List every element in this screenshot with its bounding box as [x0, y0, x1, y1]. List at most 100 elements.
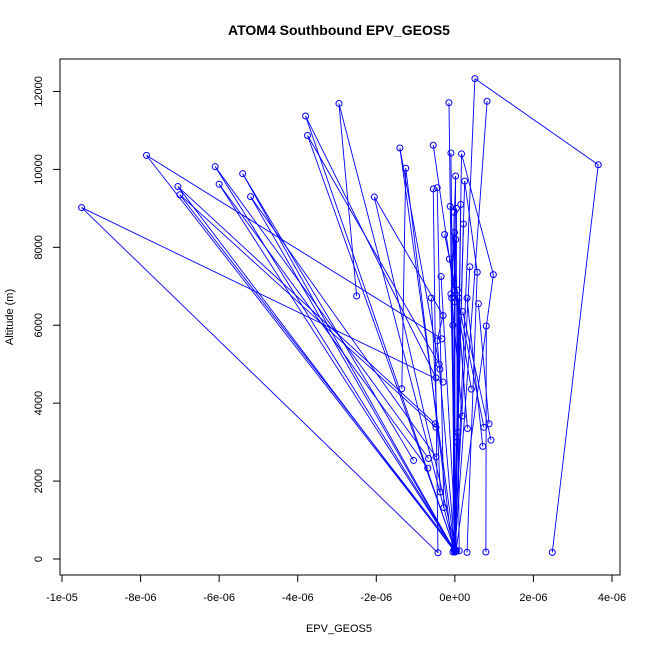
data-line-segment — [214, 166, 456, 551]
data-point — [429, 185, 437, 193]
x-tick-label: -1e-05 — [46, 592, 78, 604]
data-line-segment — [436, 315, 444, 341]
data-line-segment — [477, 303, 490, 424]
data-point — [439, 378, 447, 386]
data-line-segment — [307, 135, 456, 550]
data-point — [211, 163, 219, 171]
x-tick-label: 2e-06 — [519, 592, 547, 604]
data-point — [433, 337, 441, 345]
data-point — [302, 112, 310, 120]
data-line-segment — [305, 115, 456, 552]
data-point — [436, 488, 444, 496]
data-point — [353, 292, 361, 300]
data-point — [457, 200, 465, 208]
data-point — [458, 412, 466, 420]
data-point — [479, 442, 487, 450]
data-point — [454, 428, 462, 436]
y-tick-label: 8000 — [33, 235, 45, 259]
data-point — [450, 208, 458, 216]
data-point — [176, 191, 184, 199]
y-tick-label: 2000 — [33, 469, 45, 493]
data-line-segment — [454, 101, 488, 553]
data-line-segment — [461, 153, 494, 275]
chart-title: ATOM4 Southbound EPV_GEOS5 — [228, 22, 450, 38]
data-line-segment — [474, 78, 599, 166]
y-axis: 0 2000 4000 6000 8000 10000 12000 — [33, 76, 61, 562]
data-line-segment — [373, 196, 444, 316]
data-point — [432, 423, 440, 431]
data-line-segment — [551, 164, 599, 553]
data-line-segment — [146, 154, 443, 340]
data-point — [483, 97, 491, 105]
data-point — [452, 547, 460, 555]
data-line-segment — [250, 196, 437, 458]
data-point — [455, 294, 463, 302]
x-tick-label: -8e-06 — [125, 592, 157, 604]
data-point — [487, 436, 495, 444]
data-point — [410, 456, 418, 464]
x-tick-label: 4e-06 — [598, 592, 626, 604]
data-line-segment — [218, 183, 455, 550]
y-tick-label: 10000 — [33, 154, 45, 185]
data-point — [424, 464, 432, 472]
data-line-segment — [430, 297, 441, 493]
data-point — [463, 548, 471, 556]
data-line-segment — [307, 135, 440, 365]
data-point — [402, 164, 410, 172]
data-point — [463, 424, 471, 432]
x-tick-label: 0e+00 — [439, 592, 470, 604]
data-point — [473, 268, 481, 276]
data-point — [433, 184, 441, 192]
data-point — [432, 453, 440, 461]
y-tick-label: 6000 — [33, 313, 45, 337]
data-line-segment — [242, 173, 414, 461]
data-point — [429, 141, 437, 149]
data-line-segment — [401, 168, 407, 389]
y-tick-label: 12000 — [33, 76, 45, 107]
data-point — [474, 300, 482, 308]
data-point — [460, 220, 467, 228]
data-point — [482, 322, 490, 330]
data-point — [247, 193, 255, 201]
data-point — [396, 144, 404, 152]
data-line-segment — [81, 207, 439, 554]
data-line-segment — [436, 187, 445, 508]
data-point — [437, 273, 445, 281]
data-point — [431, 420, 439, 428]
data-point — [461, 177, 469, 185]
data-point — [335, 100, 343, 108]
data-line-segment — [451, 297, 463, 417]
data-line-segment — [466, 297, 484, 447]
data-point — [425, 454, 433, 462]
data-point — [446, 202, 454, 210]
data-point — [467, 385, 475, 393]
data-point — [174, 183, 182, 191]
data-line-segment — [405, 168, 454, 553]
data-line-segment — [448, 258, 472, 390]
data-point — [370, 193, 378, 201]
data-line-segment — [218, 183, 429, 469]
data-line-segment — [462, 311, 492, 441]
data-line-segment — [373, 196, 457, 552]
x-axis-label: EPV_GEOS5 — [306, 623, 372, 635]
data-line-segment — [214, 166, 429, 459]
data-point — [445, 99, 453, 107]
x-axis: -1e-05 -8e-06 -6e-06 -4e-06 -2e-06 0e+00 2e-06… — [46, 574, 626, 604]
data-points — [78, 75, 602, 557]
x-tick-label: -6e-06 — [203, 592, 235, 604]
data-point — [432, 374, 440, 382]
data-point — [447, 149, 455, 157]
data-line-segment — [250, 196, 456, 553]
data-point — [453, 286, 461, 294]
data-point — [452, 172, 460, 180]
data-line-segment — [444, 234, 485, 428]
data-point — [459, 308, 467, 316]
data-point — [489, 271, 497, 279]
y-tick-label: 0 — [33, 556, 45, 562]
data-line-segment — [177, 186, 455, 552]
data-line-segment — [455, 274, 494, 552]
data-point — [239, 170, 247, 178]
data-point — [450, 229, 458, 237]
data-point — [453, 438, 461, 446]
